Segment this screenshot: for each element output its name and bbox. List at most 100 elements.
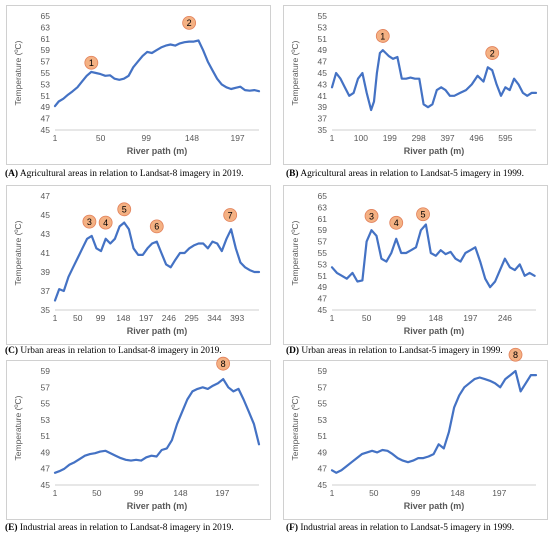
caption-f-letter: (F) (286, 523, 298, 533)
marker-label-7: 7 (228, 210, 233, 220)
marker-label-8: 8 (513, 350, 518, 360)
marker-label-8: 8 (221, 359, 226, 369)
marker-circle-1 (84, 55, 99, 70)
y-tick-label: 41 (318, 91, 328, 101)
caption-d-letter: (D) (286, 346, 300, 356)
chart-panel-b: 35 37 39 41 43 45 47 49 51 53 55 1 100 199 298 397 496 59… (283, 5, 548, 165)
y-axis-title: Temperature (ºC) (290, 220, 300, 285)
x-tick-label: 496 (469, 133, 483, 143)
y-tick-label: 55 (41, 399, 51, 409)
y-tick-label: 55 (318, 248, 328, 258)
caption-c-text: Urban areas in relation to Landsat-8 ima… (18, 346, 222, 356)
x-tick-label: 148 (450, 488, 464, 498)
temperature-series-line (330, 369, 538, 474)
y-tick-label: 37 (318, 114, 328, 124)
marker-circle-8 (508, 347, 523, 362)
y-tick-label: 43 (41, 229, 51, 239)
x-tick-label: 148 (116, 313, 130, 323)
x-tick-label: 50 (92, 488, 102, 498)
y-tick-label: 51 (318, 431, 328, 441)
x-tick-label: 99 (142, 133, 152, 143)
chart-panel-d: 45 47 49 51 53 55 57 59 61 63 65 1 50 99 148 197 246 Rive… (283, 185, 548, 345)
marker-circle-6 (149, 219, 164, 234)
x-axis-title: River path (m) (127, 146, 188, 156)
y-tick-label: 61 (41, 34, 51, 44)
y-tick-label: 45 (318, 68, 328, 78)
y-axis-title: Temperature (ºC) (13, 40, 23, 105)
x-tick-label: 1 (330, 313, 335, 323)
chart-svg-f: 45 47 49 51 53 55 57 59 1 50 99 148 197 River path (m… (290, 347, 538, 511)
y-tick-label: 39 (41, 267, 51, 277)
y-tick-label: 57 (318, 237, 328, 247)
caption-b-text: Agricultural areas in relation to Landsa… (298, 169, 524, 179)
x-tick-label: 298 (412, 133, 426, 143)
x-tick-label: 99 (411, 488, 421, 498)
y-tick-label: 61 (318, 214, 328, 224)
x-tick-label: 50 (73, 313, 83, 323)
x-tick-label: 197 (139, 313, 153, 323)
x-axis-title: River path (m) (404, 326, 465, 336)
y-tick-label: 51 (41, 431, 51, 441)
x-tick-label: 397 (440, 133, 454, 143)
x-tick-label: 393 (230, 313, 244, 323)
y-tick-label: 45 (41, 210, 51, 220)
x-tick-label: 148 (173, 488, 187, 498)
y-tick-label: 59 (41, 366, 51, 376)
y-tick-label: 51 (41, 91, 51, 101)
x-tick-label: 148 (185, 133, 199, 143)
marker-label-5: 5 (122, 205, 127, 215)
x-tick-label: 1 (53, 313, 58, 323)
y-tick-label: 63 (318, 202, 328, 212)
y-tick-label: 55 (41, 68, 51, 78)
x-tick-label: 1 (330, 488, 335, 498)
x-axis-title: River path (m) (127, 326, 188, 336)
marker-circle-2 (485, 46, 500, 60)
caption-a: (A) Agricultural areas in relation to La… (5, 169, 280, 179)
marker-circle-2 (182, 15, 197, 30)
x-axis-title: River path (m) (404, 501, 465, 511)
x-tick-label: 100 (354, 133, 368, 143)
caption-e-letter: (E) (5, 523, 18, 533)
x-tick-label: 1 (53, 133, 58, 143)
marker-circle-7 (223, 208, 238, 222)
y-axis-title: Temperature (ºC) (13, 220, 23, 285)
marker-label-4: 4 (103, 218, 108, 228)
y-tick-label: 35 (318, 125, 328, 135)
x-tick-label: 1 (53, 488, 58, 498)
y-tick-label: 45 (318, 480, 328, 490)
x-tick-label: 50 (362, 313, 372, 323)
y-tick-label: 53 (318, 259, 328, 269)
marker-label-4: 4 (394, 218, 399, 228)
y-tick-label: 47 (318, 464, 328, 474)
chart-panel-e: 45 47 49 51 53 55 57 59 1 50 99 148 197 River path (m… (6, 356, 271, 520)
caption-c-letter: (C) (5, 346, 19, 356)
y-tick-label: 47 (41, 464, 51, 474)
x-tick-label: 199 (383, 133, 397, 143)
temperature-series-line (53, 39, 261, 108)
x-tick-label: 99 (396, 313, 406, 323)
caption-a-letter: (A) (5, 169, 19, 179)
y-tick-label: 57 (318, 382, 328, 392)
y-tick-label: 41 (41, 248, 51, 258)
chart-svg-e: 45 47 49 51 53 55 57 59 1 50 99 148 197 River path (m… (13, 356, 261, 511)
y-tick-label: 39 (318, 102, 328, 112)
x-tick-label: 595 (498, 133, 512, 143)
x-tick-label: 197 (215, 488, 229, 498)
y-axis-title: Temperature (ºC) (290, 395, 300, 460)
y-tick-label: 47 (41, 114, 51, 124)
marker-circle-5 (416, 207, 430, 222)
marker-circle-4 (98, 215, 113, 230)
x-tick-label: 295 (185, 313, 199, 323)
y-tick-label: 45 (318, 305, 328, 315)
x-tick-label: 197 (492, 488, 506, 498)
temperature-series-line (53, 378, 261, 474)
y-tick-label: 63 (41, 22, 51, 32)
y-tick-label: 59 (41, 45, 51, 55)
y-tick-label: 51 (318, 271, 328, 281)
marker-circle-1 (375, 29, 390, 43)
caption-e: (E) Industrial areas in relation to Land… (5, 523, 280, 533)
chart-panel-f: 45 47 49 51 53 55 57 59 1 50 99 148 197 River path (m… (283, 347, 548, 520)
